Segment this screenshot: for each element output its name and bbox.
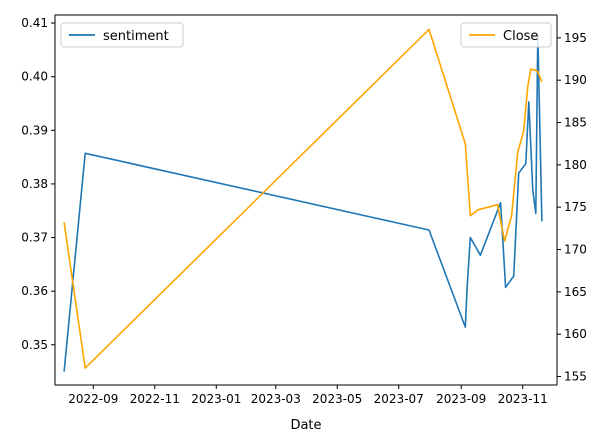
y-left-tick-label: 0.38 xyxy=(21,177,48,191)
x-axis: 2022-09 2022-11 2023-01 2023-03 2023-05 2023-… xyxy=(68,385,548,406)
x-tick-label: 2023-07 xyxy=(374,392,424,406)
x-tick-label: 2023-05 xyxy=(312,392,362,406)
y-left-tick-label: 0.39 xyxy=(21,123,48,137)
y-right-tick-label: 160 xyxy=(564,327,587,341)
y-right-tick-label: 180 xyxy=(564,158,587,172)
y-right-tick-label: 175 xyxy=(564,200,587,214)
y-right-tick-label: 195 xyxy=(564,31,587,45)
y-right-tick-label: 170 xyxy=(564,243,587,257)
x-tick-label: 2022-09 xyxy=(68,392,118,406)
legend-sentiment: sentiment xyxy=(60,22,184,48)
x-tick-label: 2023-11 xyxy=(498,392,548,406)
x-tick-label: 2023-01 xyxy=(191,392,241,406)
legend-label: Close xyxy=(503,29,538,44)
legend-box xyxy=(60,22,184,48)
series-line-sentiment xyxy=(63,32,543,372)
plot-area xyxy=(54,14,558,386)
y-left-tick-label: 0.40 xyxy=(21,70,48,84)
y-left-tick-label: 0.41 xyxy=(21,16,48,30)
legend-label: sentiment xyxy=(103,29,169,44)
y-axis-left: 0.35 0.36 0.37 0.38 0.39 0.40 0.41 xyxy=(21,16,55,352)
y-right-tick-label: 190 xyxy=(564,73,587,87)
legend-box xyxy=(460,22,552,48)
y-right-tick-label: 185 xyxy=(564,116,587,130)
y-left-tick-label: 0.35 xyxy=(21,338,48,352)
y-right-tick-label: 165 xyxy=(564,285,587,299)
y-axis-right: 155 160 165 170 175 180 185 190 195 xyxy=(557,31,587,384)
legends: sentiment Close xyxy=(60,22,552,48)
y-left-tick-label: 0.37 xyxy=(21,231,48,245)
y-right-tick-label: 155 xyxy=(564,370,587,384)
y-left-tick-label: 0.36 xyxy=(21,284,48,298)
plot-frame xyxy=(54,14,558,386)
legend-close: Close xyxy=(460,22,552,48)
x-tick-label: 2023-09 xyxy=(436,392,486,406)
x-tick-label: 2023-03 xyxy=(251,392,301,406)
series-line-close xyxy=(63,28,543,369)
x-axis-title: Date xyxy=(290,418,321,433)
x-tick-label: 2022-11 xyxy=(130,392,180,406)
